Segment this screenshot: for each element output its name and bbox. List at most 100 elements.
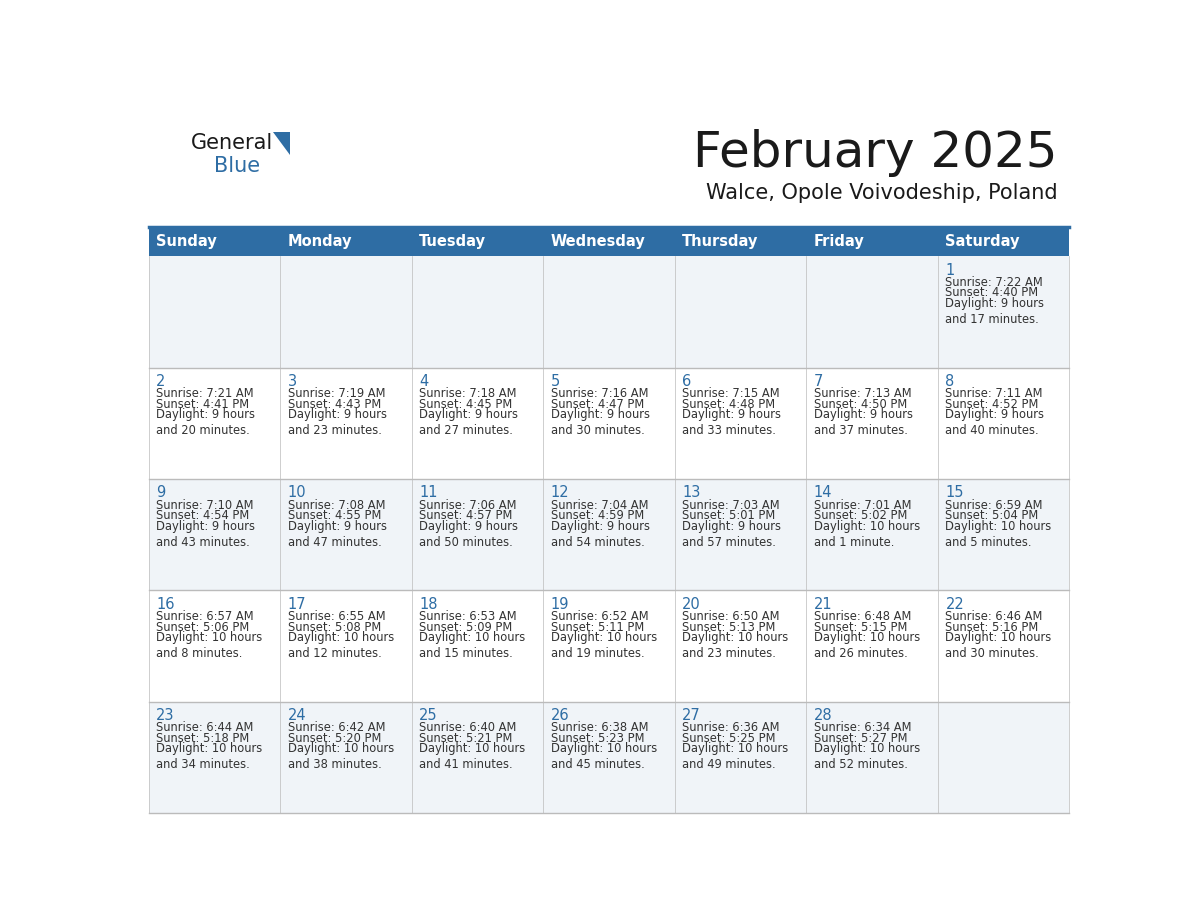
Bar	[148, 479, 280, 590]
Text: 11: 11	[419, 486, 438, 500]
Text: Daylight: 9 hours
and 23 minutes.: Daylight: 9 hours and 23 minutes.	[287, 409, 387, 437]
Bar	[280, 256, 411, 368]
Text: Sunset: 4:55 PM: Sunset: 4:55 PM	[287, 509, 381, 522]
Text: Daylight: 9 hours
and 50 minutes.: Daylight: 9 hours and 50 minutes.	[419, 520, 518, 549]
Text: Sunrise: 6:57 AM: Sunrise: 6:57 AM	[157, 610, 254, 623]
Bar	[148, 590, 280, 702]
Text: Sunrise: 6:42 AM: Sunrise: 6:42 AM	[287, 722, 385, 734]
Text: Sunrise: 7:08 AM: Sunrise: 7:08 AM	[287, 498, 385, 511]
Text: 2: 2	[157, 374, 165, 389]
Text: Blue: Blue	[214, 156, 260, 176]
Text: Daylight: 9 hours
and 43 minutes.: Daylight: 9 hours and 43 minutes.	[157, 520, 255, 549]
Text: Daylight: 10 hours
and 45 minutes.: Daylight: 10 hours and 45 minutes.	[551, 743, 657, 771]
Text: 8: 8	[946, 374, 955, 389]
Text: Sunset: 5:09 PM: Sunset: 5:09 PM	[419, 621, 512, 633]
Text: Sunset: 5:23 PM: Sunset: 5:23 PM	[551, 732, 644, 744]
Bar	[148, 256, 280, 368]
Text: Sunrise: 7:15 AM: Sunrise: 7:15 AM	[682, 387, 781, 400]
Text: Sunset: 5:01 PM: Sunset: 5:01 PM	[682, 509, 776, 522]
Text: Sunset: 5:11 PM: Sunset: 5:11 PM	[551, 621, 644, 633]
Text: 1: 1	[946, 263, 955, 277]
Text: Daylight: 10 hours
and 49 minutes.: Daylight: 10 hours and 49 minutes.	[682, 743, 789, 771]
Bar	[543, 256, 675, 368]
Text: Daylight: 9 hours
and 54 minutes.: Daylight: 9 hours and 54 minutes.	[551, 520, 650, 549]
Text: Sunrise: 7:18 AM: Sunrise: 7:18 AM	[419, 387, 517, 400]
Bar	[807, 479, 937, 590]
Text: Sunset: 5:13 PM: Sunset: 5:13 PM	[682, 621, 776, 633]
Text: 16: 16	[157, 597, 175, 611]
Bar	[937, 256, 1069, 368]
Text: Sunrise: 7:11 AM: Sunrise: 7:11 AM	[946, 387, 1043, 400]
Text: 13: 13	[682, 486, 701, 500]
Text: Daylight: 9 hours
and 40 minutes.: Daylight: 9 hours and 40 minutes.	[946, 409, 1044, 437]
Text: Saturday: Saturday	[946, 234, 1020, 250]
Text: 19: 19	[551, 597, 569, 611]
Text: Sunrise: 7:22 AM: Sunrise: 7:22 AM	[946, 276, 1043, 289]
Text: Daylight: 10 hours
and 34 minutes.: Daylight: 10 hours and 34 minutes.	[157, 743, 263, 771]
Bar	[543, 702, 675, 813]
Text: Sunrise: 7:16 AM: Sunrise: 7:16 AM	[551, 387, 649, 400]
Text: Sunrise: 7:06 AM: Sunrise: 7:06 AM	[419, 498, 517, 511]
Bar	[280, 368, 411, 479]
Bar	[937, 227, 1069, 256]
Text: Sunset: 5:21 PM: Sunset: 5:21 PM	[419, 732, 513, 744]
Text: Sunset: 5:15 PM: Sunset: 5:15 PM	[814, 621, 908, 633]
Text: Sunset: 5:20 PM: Sunset: 5:20 PM	[287, 732, 381, 744]
Text: Sunset: 4:59 PM: Sunset: 4:59 PM	[551, 509, 644, 522]
Text: Monday: Monday	[287, 234, 353, 250]
Text: Sunset: 4:40 PM: Sunset: 4:40 PM	[946, 286, 1038, 299]
Text: 18: 18	[419, 597, 438, 611]
Text: Daylight: 10 hours
and 26 minutes.: Daylight: 10 hours and 26 minutes.	[814, 631, 921, 660]
Text: Sunset: 4:54 PM: Sunset: 4:54 PM	[157, 509, 249, 522]
Text: Friday: Friday	[814, 234, 865, 250]
Bar	[411, 227, 543, 256]
Text: Thursday: Thursday	[682, 234, 759, 250]
Bar	[280, 702, 411, 813]
Bar	[148, 368, 280, 479]
Text: Sunset: 5:25 PM: Sunset: 5:25 PM	[682, 732, 776, 744]
Text: Sunset: 4:47 PM: Sunset: 4:47 PM	[551, 397, 644, 411]
Bar	[411, 479, 543, 590]
Text: 6: 6	[682, 374, 691, 389]
Bar	[411, 702, 543, 813]
Text: 9: 9	[157, 486, 165, 500]
Text: Daylight: 10 hours
and 41 minutes.: Daylight: 10 hours and 41 minutes.	[419, 743, 525, 771]
Text: Sunset: 5:04 PM: Sunset: 5:04 PM	[946, 509, 1038, 522]
Bar	[543, 479, 675, 590]
Text: Daylight: 9 hours
and 27 minutes.: Daylight: 9 hours and 27 minutes.	[419, 409, 518, 437]
Text: Daylight: 10 hours
and 38 minutes.: Daylight: 10 hours and 38 minutes.	[287, 743, 394, 771]
Bar	[937, 702, 1069, 813]
Bar	[937, 590, 1069, 702]
Text: 23: 23	[157, 708, 175, 723]
Text: 21: 21	[814, 597, 833, 611]
Text: Sunrise: 7:19 AM: Sunrise: 7:19 AM	[287, 387, 385, 400]
Text: Sunset: 5:06 PM: Sunset: 5:06 PM	[157, 621, 249, 633]
Text: 12: 12	[551, 486, 569, 500]
Bar	[675, 479, 807, 590]
Text: 15: 15	[946, 486, 963, 500]
Text: 17: 17	[287, 597, 307, 611]
Text: Daylight: 10 hours
and 23 minutes.: Daylight: 10 hours and 23 minutes.	[682, 631, 789, 660]
Bar	[543, 368, 675, 479]
Text: 14: 14	[814, 486, 833, 500]
Text: Sunrise: 6:44 AM: Sunrise: 6:44 AM	[157, 722, 253, 734]
Text: 7: 7	[814, 374, 823, 389]
Text: Daylight: 10 hours
and 12 minutes.: Daylight: 10 hours and 12 minutes.	[287, 631, 394, 660]
Text: 24: 24	[287, 708, 307, 723]
Text: Sunrise: 7:01 AM: Sunrise: 7:01 AM	[814, 498, 911, 511]
Text: 26: 26	[551, 708, 569, 723]
Bar	[937, 368, 1069, 479]
Bar	[411, 256, 543, 368]
Text: Sunrise: 6:36 AM: Sunrise: 6:36 AM	[682, 722, 779, 734]
Text: Daylight: 9 hours
and 33 minutes.: Daylight: 9 hours and 33 minutes.	[682, 409, 782, 437]
Text: Sunset: 4:50 PM: Sunset: 4:50 PM	[814, 397, 908, 411]
Polygon shape	[272, 131, 290, 155]
Bar	[675, 590, 807, 702]
Text: Sunrise: 7:03 AM: Sunrise: 7:03 AM	[682, 498, 781, 511]
Text: Sunset: 5:08 PM: Sunset: 5:08 PM	[287, 621, 381, 633]
Text: Daylight: 9 hours
and 17 minutes.: Daylight: 9 hours and 17 minutes.	[946, 297, 1044, 326]
Text: Wednesday: Wednesday	[551, 234, 645, 250]
Bar	[807, 590, 937, 702]
Text: Sunrise: 7:04 AM: Sunrise: 7:04 AM	[551, 498, 649, 511]
Text: 3: 3	[287, 374, 297, 389]
